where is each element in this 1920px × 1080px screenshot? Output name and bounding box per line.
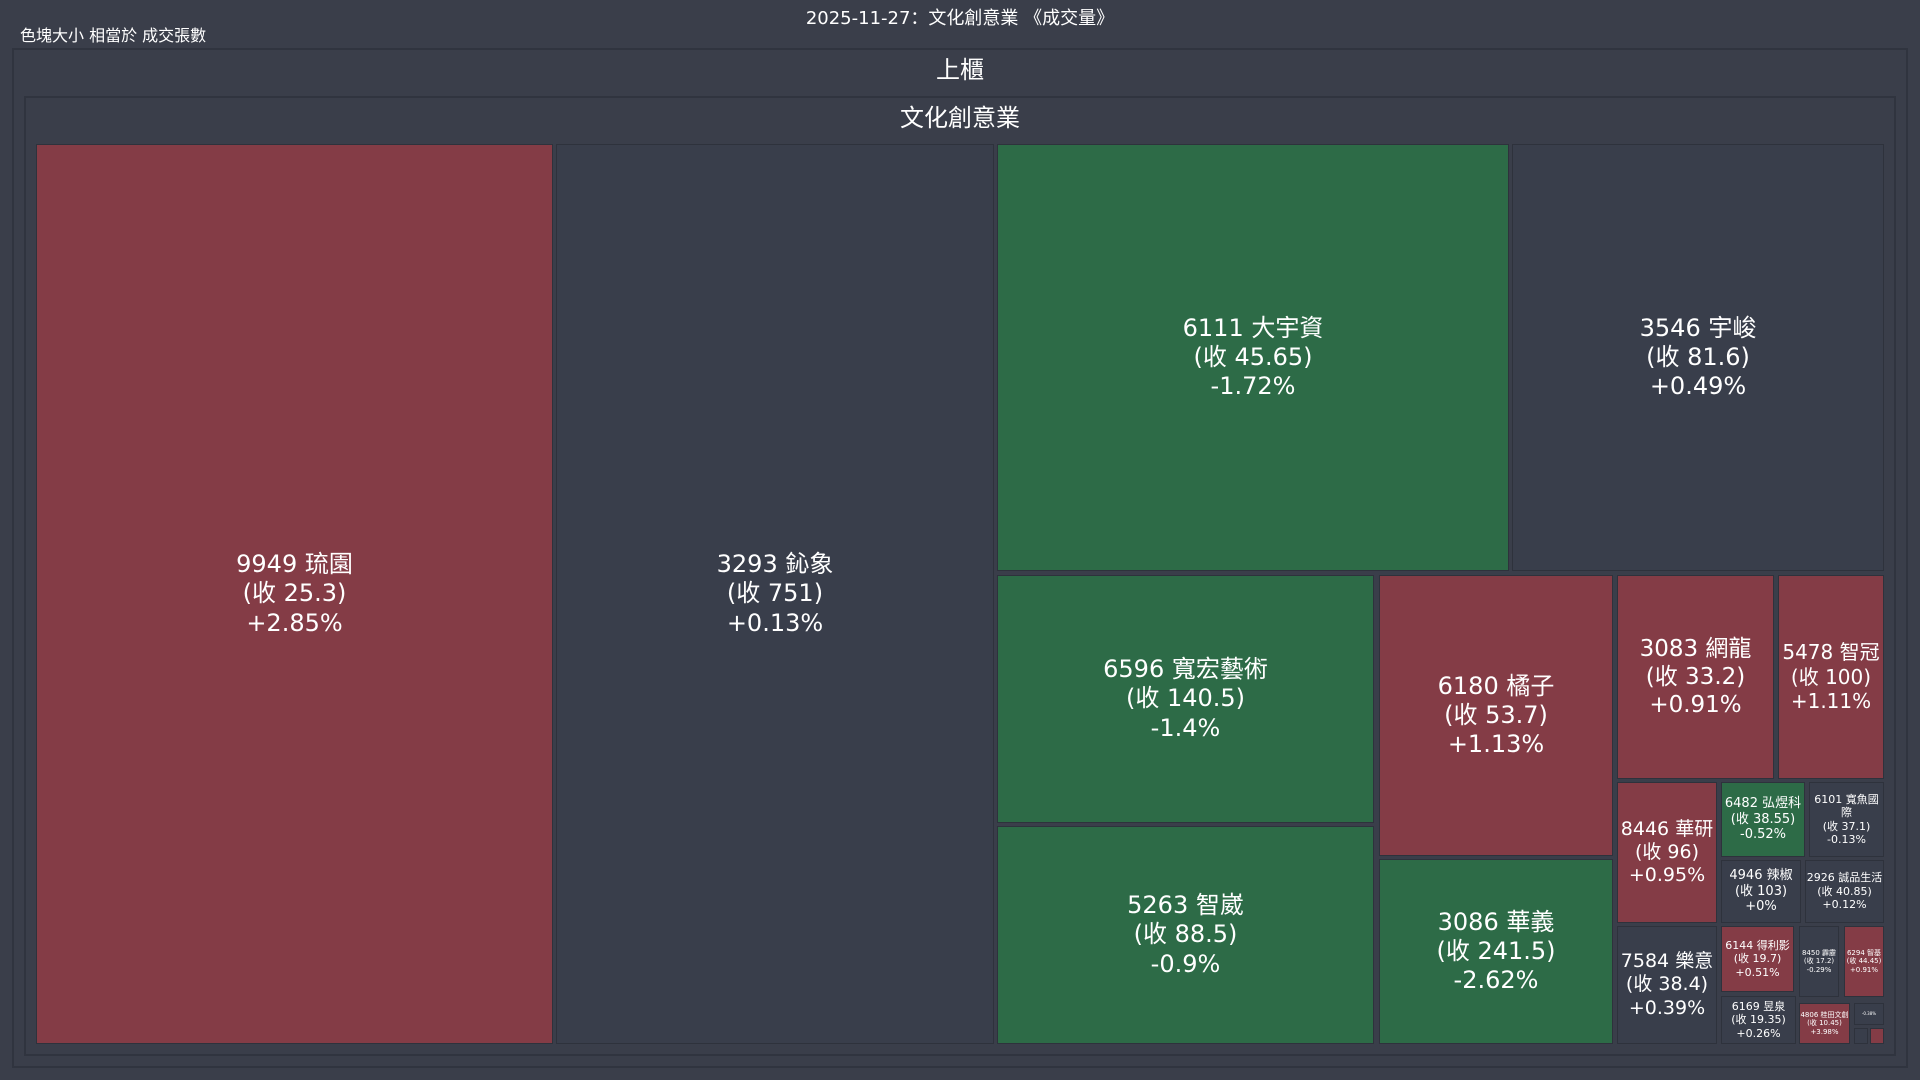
cell-title: 3546 宇峻 bbox=[1639, 313, 1757, 342]
cell-title: 6596 寬宏藝術 bbox=[1103, 655, 1268, 684]
cell-title: 8450 霹靂 bbox=[1801, 948, 1837, 957]
cell-title: 3293 鈊象 bbox=[716, 550, 834, 579]
cell-close: (收 96) bbox=[1634, 840, 1700, 863]
cell-title: 6482 弘煜科 bbox=[1724, 795, 1802, 811]
stock-cell-4806[interactable]: 4806 桂田文創 (收 10.45) +3.98% bbox=[1799, 1003, 1850, 1044]
cell-change: +0.39% bbox=[1628, 996, 1706, 1019]
stock-cell-tiny-1[interactable]: -0.38% bbox=[1854, 1003, 1884, 1025]
cell-close: (收 25.3) bbox=[242, 579, 347, 608]
cell-title: 4946 辣椒 bbox=[1729, 867, 1793, 883]
cell-title: 5263 智崴 bbox=[1127, 891, 1244, 920]
cell-close: (收 81.6) bbox=[1646, 342, 1750, 371]
cell-title: 3083 網龍 bbox=[1639, 635, 1752, 662]
cell-title: 3086 華義 bbox=[1437, 907, 1555, 936]
stock-cell-6596[interactable]: 6596 寬宏藝術 (收 140.5) -1.4% bbox=[997, 575, 1374, 823]
cell-change: +0.26% bbox=[1736, 1026, 1781, 1040]
cell-close: (收 100) bbox=[1790, 664, 1872, 689]
cell-change: +0.13% bbox=[726, 608, 824, 637]
cell-change: +0.51% bbox=[1735, 965, 1780, 979]
cell-close: (收 10.45) bbox=[1807, 1019, 1842, 1028]
stock-cell-6144[interactable]: 6144 得利影 (收 19.7) +0.51% bbox=[1721, 926, 1794, 992]
stock-cell-4946[interactable]: 4946 辣椒 (收 103) +0% bbox=[1721, 860, 1801, 923]
stock-cell-2926[interactable]: 2926 誠品生活 (收 40.85) +0.12% bbox=[1805, 860, 1884, 923]
stock-cell-3546[interactable]: 3546 宇峻 (收 81.6) +0.49% bbox=[1512, 144, 1884, 571]
cell-close: (收 140.5) bbox=[1125, 684, 1246, 713]
cell-change: -0.29% bbox=[1806, 965, 1832, 974]
stock-cell-3083[interactable]: 3083 網龍 (收 33.2) +0.91% bbox=[1617, 575, 1774, 779]
cell-title: 4806 桂田文創 bbox=[1800, 1010, 1849, 1019]
cell-change: +0.91% bbox=[1649, 692, 1742, 719]
cell-change: +0.49% bbox=[1649, 372, 1747, 401]
stock-cell-5478[interactable]: 5478 智冠 (收 100) +1.11% bbox=[1778, 575, 1884, 779]
cell-change: -0.9% bbox=[1150, 949, 1221, 978]
cell-title: 6101 寬魚國際 bbox=[1814, 792, 1879, 820]
cell-close: (收 241.5) bbox=[1436, 936, 1556, 965]
cell-close: (收 751) bbox=[726, 579, 824, 608]
cell-title: 6180 橘子 bbox=[1437, 671, 1555, 700]
cell-close: (收 37.1) bbox=[1822, 819, 1871, 833]
cell-close: (收 19.35) bbox=[1731, 1013, 1786, 1027]
cell-change: +0% bbox=[1745, 899, 1777, 915]
stock-cell-6482[interactable]: 6482 弘煜科 (收 38.55) -0.52% bbox=[1721, 782, 1805, 857]
stock-cell-7584[interactable]: 7584 樂意 (收 38.4) +0.39% bbox=[1617, 926, 1717, 1044]
stock-cell-8450[interactable]: 8450 霹靂 (收 17.2) -0.29% bbox=[1799, 926, 1839, 997]
cell-close: (收 38.4) bbox=[1625, 973, 1709, 996]
cell-close: (收 33.2) bbox=[1645, 663, 1746, 690]
cell-close: (收 17.2) bbox=[1803, 957, 1835, 966]
cell-change: +0.95% bbox=[1628, 864, 1706, 887]
stock-cell-6111[interactable]: 6111 大宇資 (收 45.65) -1.72% bbox=[997, 144, 1509, 571]
cell-title: 2926 誠品生活 bbox=[1806, 871, 1883, 885]
cell-title: 6144 得利影 bbox=[1725, 938, 1790, 952]
cell-title: 5478 智冠 bbox=[1782, 640, 1880, 665]
market-label: 上櫃 bbox=[936, 56, 984, 84]
chart-subtitle: 色塊大小 相當於 成交張數 bbox=[20, 26, 207, 45]
cell-title: 7584 樂意 bbox=[1620, 950, 1714, 973]
sector-label: 文化創意業 bbox=[900, 104, 1020, 132]
cell-close: (收 44.45) bbox=[1846, 957, 1882, 966]
stock-cell-tiny-3[interactable] bbox=[1870, 1028, 1884, 1044]
stock-cell-6180[interactable]: 6180 橘子 (收 53.7) +1.13% bbox=[1379, 575, 1613, 856]
cell-change: +0.91% bbox=[1849, 965, 1879, 974]
cell-change: +1.11% bbox=[1790, 689, 1872, 714]
stock-cell-tiny-2[interactable] bbox=[1854, 1028, 1868, 1044]
stock-cell-3086[interactable]: 3086 華義 (收 241.5) -2.62% bbox=[1379, 859, 1613, 1044]
cell-change: +3.98% bbox=[1810, 1027, 1839, 1036]
cell-change: -0.38% bbox=[1861, 1010, 1877, 1016]
cell-close: (收 88.5) bbox=[1133, 920, 1238, 949]
cell-close: (收 38.55) bbox=[1730, 811, 1796, 827]
cell-title: 6111 大宇資 bbox=[1182, 313, 1324, 342]
cell-change: -1.72% bbox=[1210, 372, 1296, 401]
cell-title: 6169 昱泉 bbox=[1731, 999, 1786, 1013]
stock-cell-6101[interactable]: 6101 寬魚國際 (收 37.1) -0.13% bbox=[1809, 782, 1884, 857]
stock-cell-3293[interactable]: 3293 鈊象 (收 751) +0.13% bbox=[556, 144, 994, 1044]
cell-change: -1.4% bbox=[1150, 713, 1221, 742]
cell-change: +2.85% bbox=[246, 608, 343, 637]
cell-title: 9949 琉園 bbox=[236, 550, 353, 579]
cell-change: -2.62% bbox=[1453, 966, 1539, 995]
cell-change: +0.12% bbox=[1822, 898, 1867, 912]
chart-title: 2025-11-27：文化創意業 《成交量》 bbox=[805, 8, 1115, 29]
cell-change: -0.52% bbox=[1740, 827, 1786, 843]
cell-close: (收 45.65) bbox=[1193, 342, 1313, 371]
stock-cell-6294[interactable]: 6294 智基 (收 44.45) +0.91% bbox=[1844, 926, 1884, 997]
cell-close: (收 19.7) bbox=[1733, 952, 1782, 966]
cell-title: 8446 華研 bbox=[1620, 817, 1714, 840]
cell-close: (收 53.7) bbox=[1444, 700, 1548, 729]
cell-close: (收 40.85) bbox=[1817, 884, 1872, 898]
cell-change: +1.13% bbox=[1447, 730, 1545, 759]
stock-cell-8446[interactable]: 8446 華研 (收 96) +0.95% bbox=[1617, 782, 1717, 923]
cell-close: (收 103) bbox=[1734, 883, 1788, 899]
stock-cell-5263[interactable]: 5263 智崴 (收 88.5) -0.9% bbox=[997, 826, 1374, 1044]
stock-cell-6169[interactable]: 6169 昱泉 (收 19.35) +0.26% bbox=[1721, 996, 1796, 1044]
cell-change: -0.13% bbox=[1827, 832, 1866, 846]
stock-cell-9949[interactable]: 9949 琉園 (收 25.3) +2.85% bbox=[36, 144, 553, 1044]
cell-title: 6294 智基 bbox=[1846, 948, 1882, 957]
